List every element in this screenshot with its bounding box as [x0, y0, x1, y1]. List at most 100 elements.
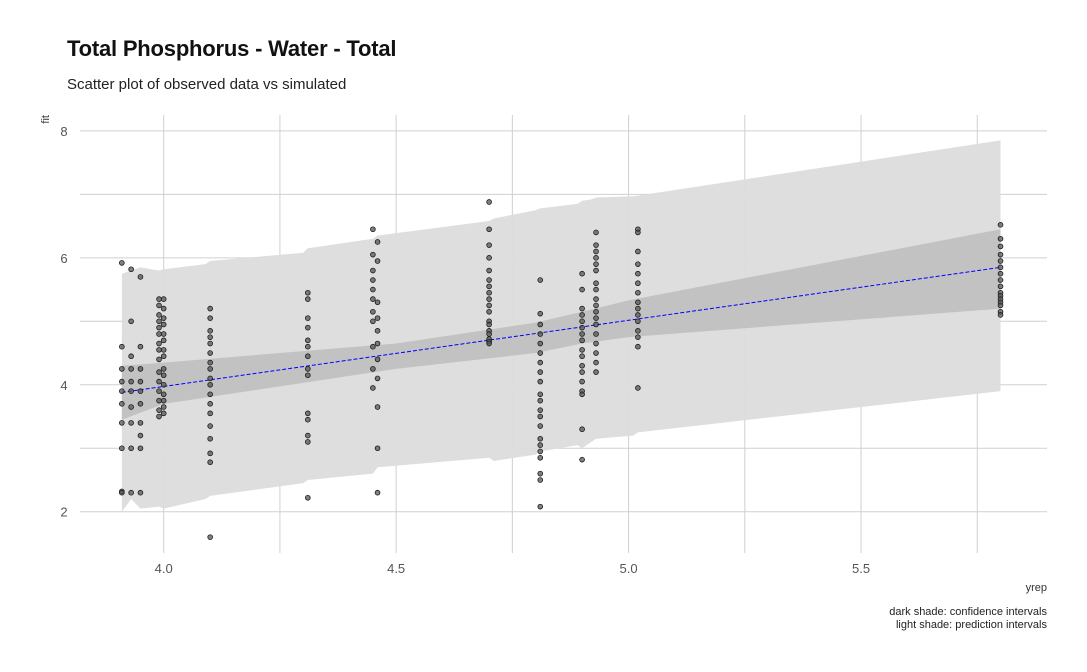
data-point [156, 407, 162, 413]
data-point [593, 280, 599, 287]
data-point [370, 267, 376, 274]
data-point [579, 426, 585, 433]
fit-line-layer [121, 266, 1001, 393]
data-point [486, 321, 492, 328]
data-point [579, 347, 585, 353]
data-point [537, 350, 544, 356]
data-point [997, 312, 1004, 318]
data-point [593, 315, 599, 321]
point-layer [119, 199, 1004, 540]
data-point [160, 372, 167, 379]
data-point [305, 324, 311, 331]
data-point [374, 340, 381, 347]
data-point [579, 362, 585, 369]
data-point [593, 331, 599, 337]
data-point [537, 340, 544, 347]
data-point [207, 359, 213, 366]
chart-title: Total Phosphorus - Water - Total [67, 36, 397, 61]
data-point [207, 375, 213, 382]
x-axis-title: yrep [1026, 582, 1047, 594]
data-point [156, 388, 162, 394]
data-point [160, 353, 167, 360]
data-point [593, 248, 599, 255]
data-point [305, 432, 311, 439]
y-tick-label: 8 [60, 124, 67, 139]
chart-caption: dark shade: confidence intervals light s… [889, 606, 1047, 632]
data-point [486, 331, 492, 337]
data-point [207, 366, 213, 372]
data-point [305, 416, 311, 423]
data-point [305, 494, 311, 501]
data-point [635, 328, 641, 334]
data-point [207, 328, 213, 334]
data-point [370, 286, 376, 293]
data-point [579, 286, 585, 293]
data-point [305, 337, 311, 344]
data-point [486, 289, 492, 296]
data-point [537, 397, 544, 404]
data-point [997, 258, 1004, 264]
data-point [537, 310, 544, 317]
data-point [579, 331, 585, 337]
data-point [997, 283, 1004, 290]
data-point [128, 489, 134, 496]
data-point [486, 283, 492, 290]
y-axis-title: fit [40, 115, 52, 124]
data-point [374, 258, 381, 264]
data-point [207, 450, 213, 457]
data-point [537, 391, 544, 398]
data-point [486, 267, 492, 274]
data-point [635, 385, 641, 391]
data-point [207, 391, 213, 398]
data-point [207, 401, 213, 407]
data-point [635, 261, 641, 267]
data-point [997, 264, 1004, 271]
data-point [537, 359, 544, 366]
data-point [635, 312, 641, 318]
data-point [207, 435, 213, 442]
data-point [160, 315, 167, 321]
data-point [486, 242, 492, 248]
chart-subtitle: Scatter plot of observed data vs simulat… [67, 76, 347, 93]
data-point [207, 350, 213, 356]
data-point [374, 404, 381, 410]
data-point [486, 255, 492, 261]
data-point [137, 445, 144, 452]
data-point [635, 318, 641, 325]
data-point [305, 353, 311, 360]
data-point [593, 302, 599, 309]
data-point [997, 222, 1004, 228]
data-point [374, 356, 381, 363]
data-point [374, 315, 381, 321]
data-point [207, 334, 213, 340]
data-point [137, 274, 144, 280]
data-point [160, 321, 167, 328]
data-point [486, 199, 492, 205]
data-point [156, 413, 162, 420]
fit-line [121, 266, 1001, 393]
data-point [370, 385, 376, 391]
data-point [579, 391, 585, 398]
data-point [579, 318, 585, 325]
x-tick-label: 4.0 [155, 561, 173, 576]
data-point [119, 378, 125, 385]
data-point [635, 229, 641, 236]
band-layer [121, 140, 1001, 512]
data-point [128, 366, 134, 372]
data-point [537, 470, 544, 477]
data-point [156, 378, 162, 385]
data-point [207, 315, 213, 321]
data-point [997, 277, 1004, 283]
data-point [119, 489, 125, 496]
data-point [137, 343, 144, 350]
data-point [486, 277, 492, 283]
data-point [579, 456, 585, 463]
data-point [579, 312, 585, 318]
data-point [370, 277, 376, 283]
data-point [119, 420, 125, 426]
data-point [374, 489, 381, 496]
caption-line-prediction: light shade: prediction intervals [895, 619, 1047, 631]
data-point [374, 328, 381, 334]
